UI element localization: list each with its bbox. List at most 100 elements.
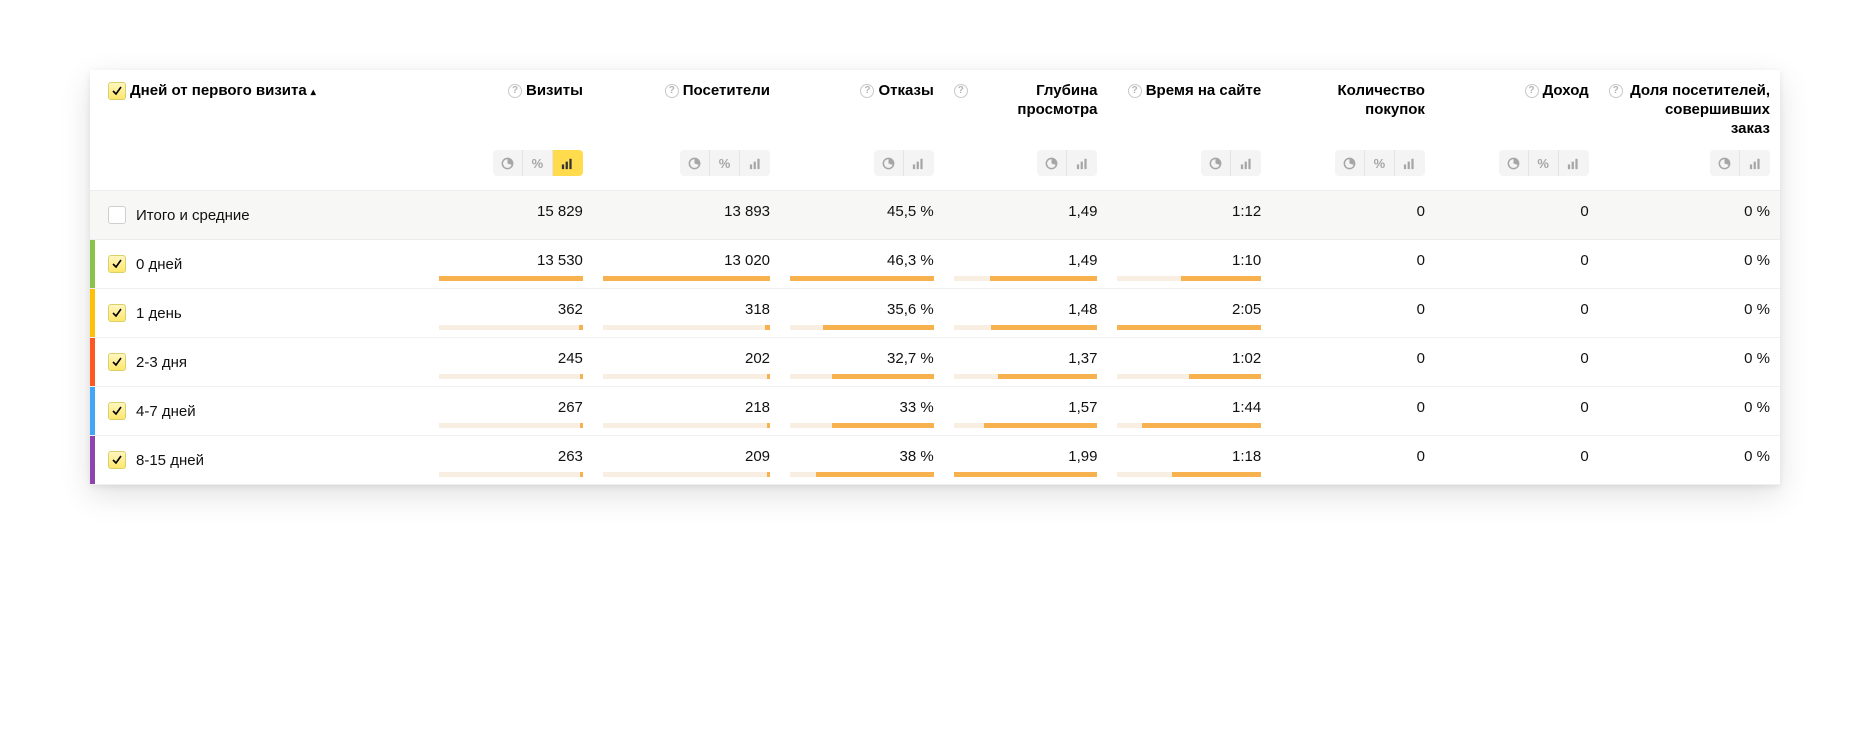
metric-value: 2:05 (1117, 295, 1261, 319)
cell-visitors: 13 020 (593, 240, 780, 289)
toolbar-pie-button[interactable] (1201, 150, 1231, 176)
toolbar-row: %%%% (90, 144, 1780, 191)
row-checkbox[interactable] (108, 402, 126, 420)
toolbar-pie-button[interactable] (1710, 150, 1740, 176)
metric-bar (954, 276, 1098, 281)
cell-bounce: 33 % (780, 387, 944, 436)
help-icon[interactable]: ? (665, 84, 679, 98)
help-icon[interactable]: ? (860, 84, 874, 98)
cell-time: 1:12 (1107, 191, 1271, 240)
header-orders[interactable]: Количество покупок (1271, 70, 1435, 144)
header-visitors[interactable]: ?Посетители (593, 70, 780, 144)
header-label: Глубина просмотра (972, 82, 1098, 120)
cell-depth: 1,99 (944, 436, 1108, 485)
cell-visitors: 318 (593, 289, 780, 338)
row-checkbox[interactable] (108, 304, 126, 322)
toolbar-pie-button[interactable] (1335, 150, 1365, 176)
metric-value: 0 (1281, 442, 1425, 466)
metric-value: 32,7 % (790, 344, 934, 368)
cell-orders: 0 (1271, 191, 1435, 240)
toolbar-visitors: % (593, 144, 780, 191)
header-conv[interactable]: ? Доля посетителей, совершивших заказ (1599, 70, 1780, 144)
toolbar-pct-button[interactable]: % (1365, 150, 1395, 176)
row-label: 4-7 дней (136, 403, 196, 420)
header-depth[interactable]: ? Глубина просмотра (944, 70, 1108, 144)
metric-value: 0 % (1609, 295, 1770, 319)
metric-value: 1:10 (1117, 246, 1261, 270)
toolbar-bars-button[interactable] (1740, 150, 1770, 176)
cell-revenue: 0 (1435, 436, 1599, 485)
cell-visitors: 13 893 (593, 191, 780, 240)
help-icon[interactable]: ? (508, 84, 522, 98)
help-icon[interactable]: ? (1525, 84, 1539, 98)
metric-value: 362 (439, 295, 583, 319)
metric-value: 1,48 (954, 295, 1098, 319)
row-label: 8-15 дней (136, 452, 204, 469)
toolbar-bars-button[interactable] (1067, 150, 1097, 176)
toolbar-bars-button[interactable] (1395, 150, 1425, 176)
toolbar-pct-button[interactable]: % (710, 150, 740, 176)
cell-time: 1:02 (1107, 338, 1271, 387)
toolbar-bars-button[interactable] (740, 150, 770, 176)
header-bounce[interactable]: ? Отказы (780, 70, 944, 144)
header-label: Время на сайте (1146, 82, 1262, 101)
row-checkbox[interactable] (108, 255, 126, 273)
cell-visits: 263 (429, 436, 593, 485)
metric-bar (790, 374, 934, 379)
metric-bar (603, 276, 770, 281)
toolbar-bars-button[interactable] (904, 150, 934, 176)
toolbar-depth (944, 144, 1108, 191)
table-row: 0 дней13 53013 02046,3 %1,491:10000 % (90, 240, 1780, 289)
cell-orders: 0 (1271, 240, 1435, 289)
cell-conv: 0 % (1599, 240, 1780, 289)
header-time[interactable]: ? Время на сайте (1107, 70, 1271, 144)
toolbar-bars-button[interactable] (1559, 150, 1589, 176)
help-icon[interactable]: ? (1128, 84, 1142, 98)
metric-value: 263 (439, 442, 583, 466)
help-icon[interactable]: ? (1609, 84, 1623, 98)
metric-value: 0 (1445, 393, 1589, 417)
toolbar-bars-button[interactable] (553, 150, 583, 176)
toolbar-pie-button[interactable] (1499, 150, 1529, 176)
cell-time: 2:05 (1107, 289, 1271, 338)
header-revenue[interactable]: ?Доход (1435, 70, 1599, 144)
metric-bar (603, 325, 770, 330)
select-all-checkbox[interactable] (108, 82, 126, 100)
toolbar-pct-button[interactable]: % (523, 150, 553, 176)
header-visits[interactable]: ?Визиты (429, 70, 593, 144)
cell-depth: 1,49 (944, 191, 1108, 240)
toolbar-pie-button[interactable] (493, 150, 523, 176)
dimension-header[interactable]: Дней от первого визита▴ (130, 82, 316, 101)
row-checkbox[interactable] (108, 206, 126, 224)
report-table-panel: Дней от первого визита▴ ?Визиты?Посетите… (90, 70, 1780, 485)
row-checkbox[interactable] (108, 353, 126, 371)
cell-visits: 15 829 (429, 191, 593, 240)
metric-bar (954, 423, 1098, 428)
metric-value: 0 (1281, 197, 1425, 221)
metric-value: 0 (1281, 295, 1425, 319)
metric-value: 38 % (790, 442, 934, 466)
metric-value: 46,3 % (790, 246, 934, 270)
header-label: Отказы (878, 82, 933, 101)
toolbar-pie-button[interactable] (874, 150, 904, 176)
table-body: Итого и средние15 82913 89345,5 %1,491:1… (90, 191, 1780, 485)
toolbar-bars-button[interactable] (1231, 150, 1261, 176)
header-label: Доля посетителей, совершивших заказ (1627, 82, 1770, 138)
row-checkbox[interactable] (108, 451, 126, 469)
cell-depth: 1,48 (944, 289, 1108, 338)
metric-bar (790, 472, 934, 477)
metric-bar (1117, 276, 1261, 281)
metric-bar (790, 325, 934, 330)
row-label: 1 день (136, 305, 182, 322)
metric-value: 0 % (1609, 442, 1770, 466)
toolbar-pct-button[interactable]: % (1529, 150, 1559, 176)
cell-revenue: 0 (1435, 289, 1599, 338)
row-color-strip (90, 240, 95, 288)
cell-depth: 1,57 (944, 387, 1108, 436)
cell-orders: 0 (1271, 387, 1435, 436)
toolbar-pie-button[interactable] (680, 150, 710, 176)
help-icon[interactable]: ? (954, 84, 968, 98)
cell-orders: 0 (1271, 436, 1435, 485)
cell-time: 1:18 (1107, 436, 1271, 485)
toolbar-pie-button[interactable] (1037, 150, 1067, 176)
